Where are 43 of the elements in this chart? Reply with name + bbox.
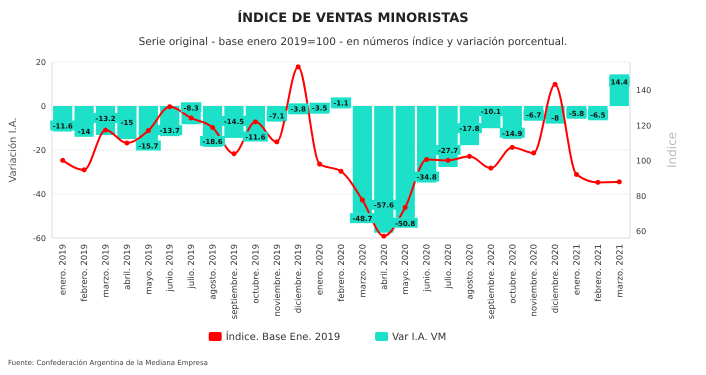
x-tick-label: febrero. 2020 (337, 244, 347, 302)
x-tick-label: septiembre. 2020 (486, 244, 497, 320)
y-tick-label: 20 (36, 58, 46, 67)
x-tick-label: marzo. 2021 (615, 244, 626, 298)
y-tick-label: -60 (32, 234, 46, 243)
x-tick-label: agosto. 2019 (208, 244, 219, 300)
y2-tick-label: 100 (636, 156, 652, 166)
chart-title: ÍNDICE DE VENTAS MINORISTAS (237, 9, 469, 26)
y-tick-label: -20 (32, 146, 46, 155)
x-tick-label: junio. 2020 (422, 244, 433, 293)
x-tick-label: noviembre. 2020 (530, 244, 540, 316)
x-tick-label: junio. 2019 (166, 244, 176, 293)
x-tick-label: febrero. 2021 (594, 244, 604, 302)
x-tick-label: enero. 2020 (316, 244, 326, 296)
y2-tick-label: 80 (636, 192, 646, 201)
x-tick-label: octubre. 2019 (251, 244, 262, 304)
x-tick-label: enero. 2019 (58, 244, 69, 296)
x-tick-label: diciembre. 2019 (294, 244, 304, 314)
y2-tick-label: 60 (636, 226, 646, 236)
x-tick-label: abril. 2020 (380, 244, 390, 290)
x-tick-label: mayo. 2019 (144, 244, 154, 295)
x-tick-label: abril. 2019 (122, 244, 133, 290)
y-tick-label: -40 (32, 190, 46, 199)
y2-tick-label: 140 (636, 86, 652, 96)
x-tick-label: octubre. 2020 (508, 244, 518, 304)
x-tick-label: marzo. 2019 (102, 244, 112, 298)
x-tick-label: septiembre. 2019 (230, 244, 240, 320)
y2-tick-label: 120 (636, 121, 652, 130)
y-axis-title: Variación I.A. (8, 117, 19, 183)
x-tick-label: agosto. 2020 (465, 244, 476, 300)
y-tick-label: 0 (40, 102, 46, 111)
x-tick-label: febrero. 2019 (80, 244, 90, 302)
x-tick-label: enero. 2021 (572, 244, 582, 296)
legend-label: Índice. Base Ene. 2019 (226, 330, 340, 343)
x-tick-label: noviembre. 2019 (272, 244, 283, 316)
x-tick-label: mayo. 2020 (401, 244, 412, 295)
x-tick-label: diciembre. 2020 (551, 244, 562, 314)
x-tick-label: marzo. 2020 (358, 244, 368, 298)
x-tick-label: julio. 2019 (187, 244, 198, 290)
legend-label: Var I.A. VM (392, 332, 446, 343)
chart-subtitle: Serie original - base enero 2019=100 - en números índice y variación porcentual. (138, 36, 568, 48)
y2-axis-title: Indice (665, 132, 679, 168)
x-tick-label: julio. 2020 (444, 244, 454, 290)
